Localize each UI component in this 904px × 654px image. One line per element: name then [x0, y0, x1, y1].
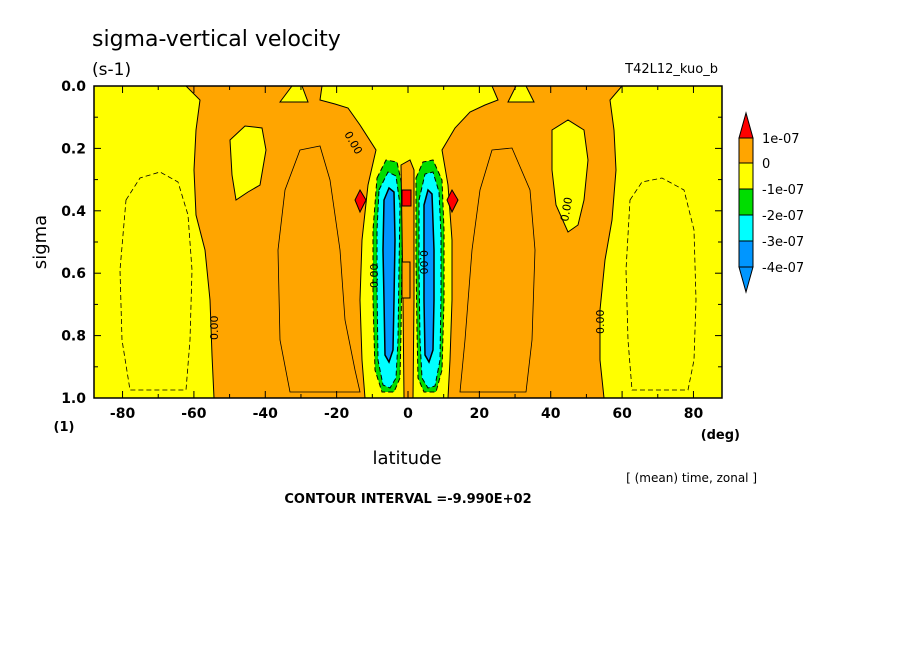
average-note: [ (mean) time, zonal ] [626, 471, 757, 485]
colorbar-swatch [738, 188, 754, 216]
dashed-contour-left [119, 171, 193, 391]
red-cell-center [401, 189, 412, 207]
x-tick-label: -80 [110, 406, 136, 422]
colorbar-swatch [738, 137, 754, 164]
contour-label: 0.00 [368, 264, 381, 289]
contour-label: 0.00 [594, 310, 607, 335]
colorbar-swatch [738, 162, 754, 190]
y-tick-label: 0.4 [61, 204, 86, 220]
y-tick-label: 0.0 [61, 79, 86, 95]
contour-label: 0.00 [558, 196, 575, 222]
x-units: (deg) [701, 428, 740, 443]
jet-left-core [382, 186, 396, 364]
chart-units: (s-1) [92, 60, 131, 80]
pocket-left [229, 125, 267, 201]
colorbar: 1e-07 0 -1e-07 -2e-07 -3e-07 -4e-07 [738, 111, 804, 294]
contour-field [94, 86, 722, 398]
red-cell-left [354, 188, 367, 214]
x-tick-label: -20 [324, 406, 350, 422]
contour-label: 0.00 [208, 316, 221, 341]
pocket-right [551, 119, 589, 233]
x-tick-label: 80 [684, 406, 704, 422]
colorbar-label: -4e-07 [762, 261, 804, 276]
red-cell-right [446, 188, 459, 214]
x-tick-label: -40 [253, 406, 279, 422]
run-label: T42L12_kuo_b [624, 62, 718, 77]
y-tick-label: 1.0 [61, 391, 86, 407]
y-tick-label: 0.2 [61, 141, 86, 157]
y-axis: 0.0 0.2 0.4 0.6 0.8 1.0 [61, 79, 722, 407]
colorbar-swatch [738, 214, 754, 242]
colorbar-label: 0 [762, 157, 770, 172]
region-ascent-right [441, 86, 623, 398]
contour-interval: CONTOUR INTERVAL =-9.990E+02 [284, 492, 531, 507]
colorbar-label: -1e-07 [762, 183, 804, 198]
x-tick-label: 20 [470, 406, 490, 422]
x-tick-label: 40 [541, 406, 561, 422]
contour-line-left [277, 145, 361, 393]
x-tick-label: 0 [403, 406, 413, 422]
pocket-top-center [355, 86, 460, 130]
colorbar-swatch [738, 240, 754, 268]
dashed-contour-right [625, 177, 697, 391]
colorbar-label: -2e-07 [762, 209, 804, 224]
x-tick-label: -60 [181, 406, 207, 422]
y-tick-label: 0.8 [61, 329, 86, 345]
colorbar-swatch [738, 111, 754, 139]
x-axis: -80 -60 -40 -20 0 20 40 60 80 [110, 86, 704, 422]
jet-right-core [423, 188, 435, 364]
y-axis-label: sigma [30, 215, 51, 269]
pocket-top-right [507, 86, 535, 103]
y-tick-label: 0.6 [61, 266, 86, 282]
contour-label: 0.00 [417, 250, 430, 275]
colorbar-swatch [738, 266, 754, 294]
x-tick-label: 60 [612, 406, 632, 422]
chart-title: sigma-vertical velocity [92, 27, 341, 52]
contour-line-right [459, 147, 536, 393]
x-axis-label: latitude [372, 448, 441, 469]
orange-cell-center [401, 261, 411, 299]
colorbar-label: -3e-07 [762, 235, 804, 250]
colorbar-label: 1e-07 [762, 132, 800, 147]
y-units: (1) [54, 420, 75, 435]
